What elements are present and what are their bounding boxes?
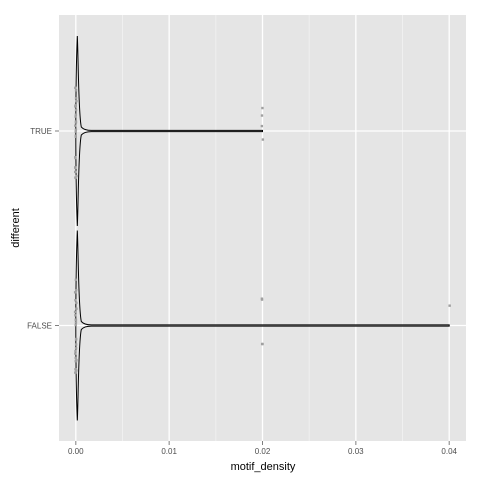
point-false [74,356,77,360]
point-false [74,323,77,327]
point-false [74,299,77,302]
point-true [261,106,264,110]
y-tick-label: FALSE [27,322,52,331]
point-true [74,86,77,90]
point-false [261,342,264,346]
x-tick-label: 0.04 [441,447,457,456]
point-false [74,318,78,322]
point-false [260,297,264,300]
point-true [74,166,77,170]
point-true [74,108,78,112]
point-false [74,321,78,324]
point-false [75,301,78,305]
point-true [74,96,78,100]
point-true [260,124,264,128]
data-points [73,86,451,374]
x-axis-ticks: 0.00 0.01 0.02 0.03 0.04 [68,441,458,456]
x-tick-label: 0.00 [68,447,84,456]
violin-true [75,35,263,227]
x-axis-title: motif_density [231,461,296,473]
point-false [75,307,78,310]
x-tick-label: 0.03 [348,447,364,456]
point-true [74,130,77,133]
point-true [260,114,264,117]
point-false [73,291,77,294]
point-false [74,314,77,317]
point-false [74,343,78,346]
point-true [74,89,78,92]
x-tick-label: 0.01 [161,447,177,456]
x-tick-label: 0.02 [255,447,271,456]
point-false [74,371,77,374]
point-true [74,176,77,179]
point-true [74,120,78,123]
point-true [75,99,78,103]
point-false [74,352,77,355]
point-true [261,138,265,141]
point-true [74,104,77,107]
point-false [74,288,78,292]
point-true [74,124,77,127]
point-false [74,278,78,282]
point-false [74,359,78,363]
point-false [448,304,451,307]
point-false [74,347,78,350]
y-tick-label: TRUE [30,127,52,136]
point-true [74,115,77,118]
violin-false [75,230,450,421]
point-false [74,337,78,341]
y-axis-ticks: FALSE TRUE [27,127,59,331]
y-axis-title: different [10,208,22,248]
point-false [74,368,77,371]
point-true [74,128,78,131]
point-false [74,349,77,353]
minor-gridlines [122,15,403,441]
point-true [74,134,77,138]
point-false [73,310,77,314]
point-true [74,170,77,174]
point-true [75,174,78,178]
point-true [74,113,78,116]
point-true [74,155,77,159]
violin-shapes [75,35,450,421]
